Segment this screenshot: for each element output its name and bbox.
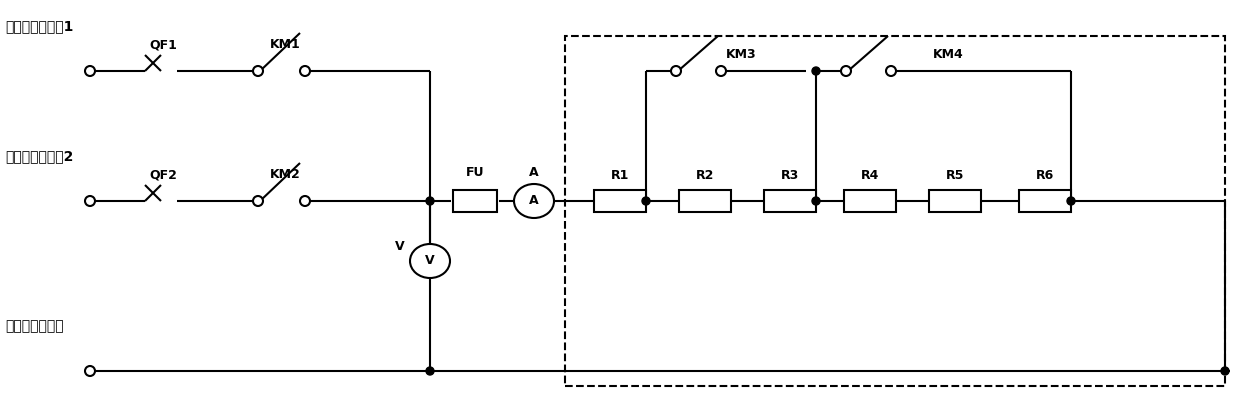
- Text: R6: R6: [1035, 169, 1054, 182]
- Circle shape: [812, 67, 820, 75]
- Text: QF2: QF2: [149, 168, 177, 181]
- Circle shape: [86, 366, 95, 376]
- Text: 放电正极接触轨2: 放电正极接触轨2: [5, 149, 73, 163]
- Circle shape: [841, 66, 851, 76]
- Text: KM1: KM1: [269, 38, 300, 51]
- Text: R1: R1: [611, 169, 629, 182]
- Circle shape: [253, 66, 263, 76]
- Circle shape: [671, 66, 681, 76]
- Circle shape: [300, 196, 310, 206]
- Circle shape: [1066, 197, 1075, 205]
- Text: QF1: QF1: [149, 38, 177, 51]
- Circle shape: [642, 197, 650, 205]
- Circle shape: [887, 66, 897, 76]
- Ellipse shape: [410, 244, 450, 278]
- Text: R4: R4: [861, 169, 879, 182]
- Circle shape: [86, 196, 95, 206]
- Text: KM3: KM3: [725, 48, 756, 61]
- Bar: [929, 190, 981, 212]
- Bar: [680, 190, 732, 212]
- Ellipse shape: [515, 184, 554, 218]
- Circle shape: [812, 197, 820, 205]
- Bar: [844, 190, 897, 212]
- Bar: [1019, 190, 1071, 212]
- Bar: [594, 190, 646, 212]
- Text: R3: R3: [781, 169, 799, 182]
- Text: A: A: [529, 166, 539, 179]
- Bar: [565, 36, 1225, 386]
- Circle shape: [253, 196, 263, 206]
- Text: A: A: [529, 194, 539, 207]
- Text: KM4: KM4: [934, 48, 963, 61]
- Text: R5: R5: [946, 169, 965, 182]
- Text: V: V: [396, 240, 404, 253]
- Text: V: V: [425, 255, 435, 267]
- Circle shape: [300, 66, 310, 76]
- Text: 放电负极接触轨: 放电负极接触轨: [5, 319, 63, 333]
- Bar: [453, 190, 497, 212]
- Circle shape: [86, 66, 95, 76]
- Text: 放电正极接触轨1: 放电正极接触轨1: [5, 19, 73, 33]
- Text: KM2: KM2: [269, 168, 300, 181]
- Circle shape: [427, 197, 434, 205]
- Circle shape: [427, 367, 434, 375]
- Circle shape: [715, 66, 725, 76]
- Bar: [764, 190, 816, 212]
- Text: R2: R2: [696, 169, 714, 182]
- Circle shape: [1221, 367, 1229, 375]
- Text: FU: FU: [466, 166, 485, 179]
